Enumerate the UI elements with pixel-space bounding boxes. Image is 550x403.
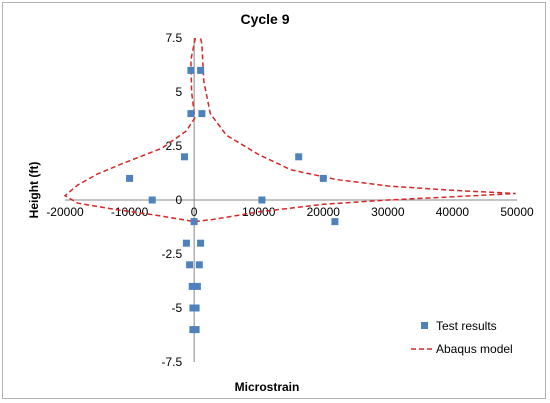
test-result-point	[192, 326, 200, 334]
x-tick-label: 20000	[307, 205, 341, 219]
test-result-point	[197, 66, 205, 74]
x-axis-title: Microstrain	[235, 380, 300, 394]
legend-label-test-results: Test results	[436, 319, 497, 333]
y-tick-label: -2.5	[161, 247, 182, 261]
legend: Test results Abaqus model	[411, 319, 513, 356]
test-result-point	[193, 282, 201, 290]
x-tick-label: 40000	[436, 205, 470, 219]
abaqus-model-line	[63, 37, 516, 223]
test-result-point	[148, 196, 156, 204]
test-result-point	[195, 261, 203, 269]
test-result-point	[198, 110, 206, 118]
legend-label-abaqus-model: Abaqus model	[436, 342, 513, 356]
x-tick-label: -20000	[46, 205, 84, 219]
test-result-point	[190, 218, 198, 226]
y-tick-label: 7.5	[165, 31, 182, 45]
test-result-point	[182, 239, 190, 247]
test-result-point	[258, 196, 266, 204]
y-tick-label: -7.5	[161, 355, 182, 369]
series-layer	[63, 37, 516, 334]
y-tick-label: 0	[175, 193, 182, 207]
test-result-point	[295, 153, 303, 161]
test-result-point	[197, 239, 205, 247]
x-tick-label: -10000	[111, 205, 149, 219]
test-result-point	[192, 304, 200, 312]
test-result-point	[187, 66, 195, 74]
x-tick-label: 50000	[500, 205, 534, 219]
legend-marker-test-results	[421, 322, 428, 329]
y-tick-label: 2.5	[165, 139, 182, 153]
test-result-point	[331, 218, 339, 226]
test-result-point	[181, 153, 188, 161]
axes	[65, 38, 517, 362]
test-result-point	[319, 174, 327, 182]
chart-title: Cycle 9	[240, 11, 289, 27]
test-result-point	[187, 110, 195, 118]
test-result-point	[186, 261, 194, 269]
x-tick-label: 0	[191, 205, 198, 219]
y-tick-label: 5	[175, 85, 182, 99]
test-result-point	[188, 282, 196, 290]
x-tick-labels: -20000 -10000 0 10000 20000 30000 40000 50000	[46, 205, 534, 219]
y-tick-label: -5	[171, 301, 182, 315]
x-tick-label: 30000	[371, 205, 405, 219]
y-axis-title: Height (ft)	[27, 162, 41, 219]
test-result-point	[126, 174, 134, 182]
